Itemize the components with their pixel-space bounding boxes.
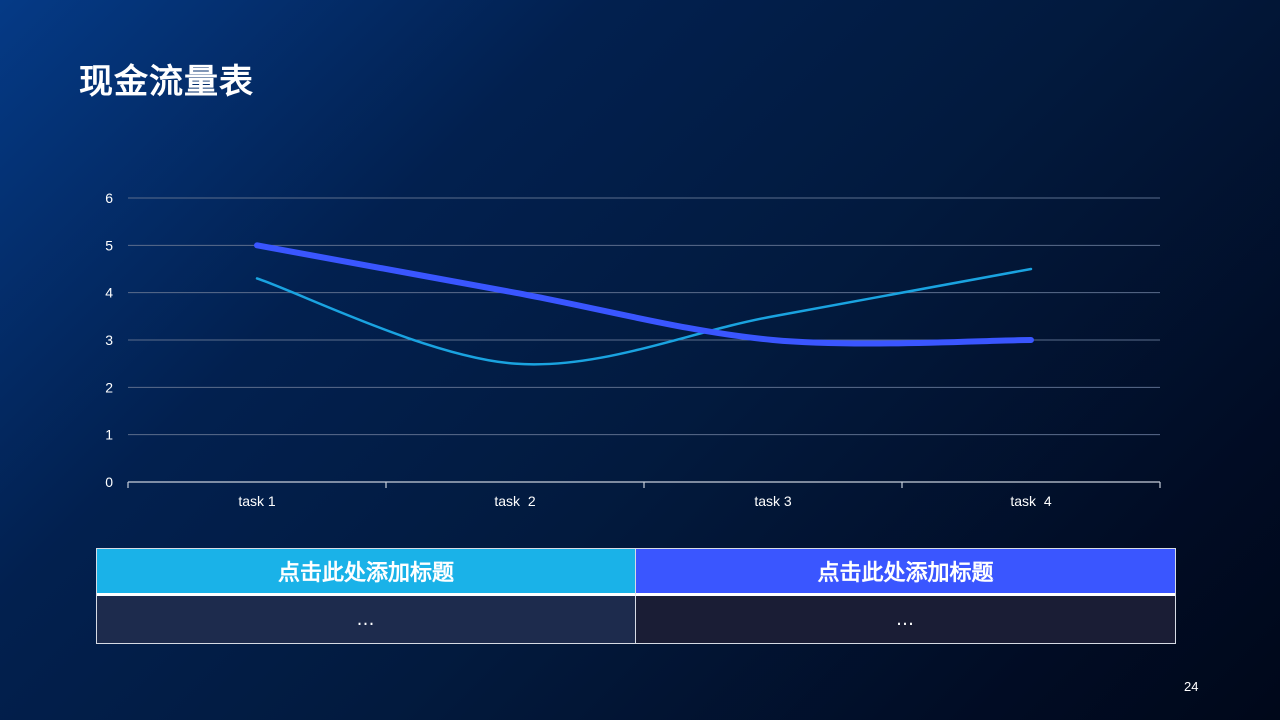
table-header-1[interactable]: 点击此处添加标题 [97, 549, 636, 596]
y-tick-label-1: 1 [105, 427, 113, 443]
y-tick-label-2: 2 [105, 379, 113, 395]
table-cell-2[interactable]: … [636, 596, 1175, 643]
series-line-1 [254, 242, 1034, 347]
y-tick-label-3: 3 [105, 332, 113, 348]
slide-title: 现金流量表 [79, 62, 254, 102]
info-table: 点击此处添加标题 点击此处添加标题 … … [96, 548, 1176, 644]
table-cell-2-text: … [896, 609, 915, 630]
y-tick-label-6: 6 [105, 190, 113, 206]
x-tick-label-4: task 4 [1010, 493, 1051, 509]
y-tick-label-4: 4 [105, 285, 113, 301]
table-header-2-label: 点击此处添加标题 [817, 561, 994, 586]
x-tick-label-3: task 3 [754, 493, 792, 509]
table-cell-1[interactable]: … [97, 596, 636, 643]
line-chart: 0 1 2 3 4 5 6 task 1 task 2 task 3 task 4 [105, 190, 1161, 509]
y-tick-label-0: 0 [105, 474, 113, 490]
table-header-2[interactable]: 点击此处添加标题 [636, 549, 1175, 596]
table-cell-1-text: … [356, 609, 376, 630]
x-tick-label-1: task 1 [238, 493, 276, 509]
y-tick-label-5: 5 [105, 237, 113, 253]
x-tick-label-2: task 2 [494, 493, 535, 509]
table-header-1-label: 点击此处添加标题 [277, 561, 454, 586]
page-number: 24 [1184, 679, 1199, 694]
series-line-2 [255, 267, 1033, 366]
